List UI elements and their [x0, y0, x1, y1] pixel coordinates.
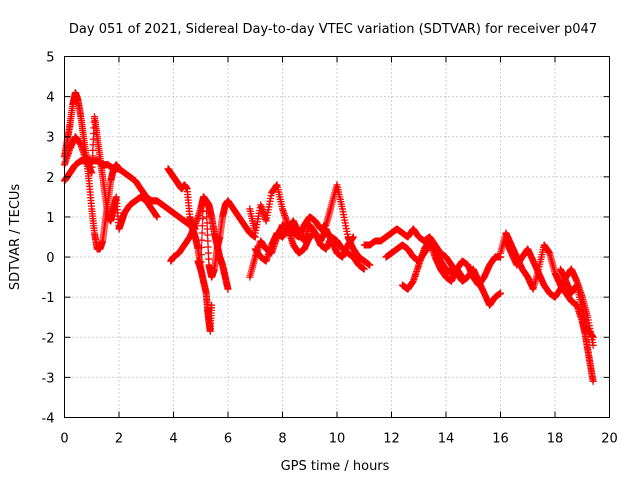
- y-tick-label: 3: [46, 131, 54, 146]
- chart-title: Day 051 of 2021, Sidereal Day-to-day VTE…: [69, 22, 597, 37]
- data-point: [204, 243, 212, 251]
- y-tick-label: 2: [46, 171, 54, 186]
- data-point: [198, 222, 206, 230]
- y-tick-label: 0: [46, 251, 54, 266]
- data-point: [589, 333, 597, 341]
- data-point: [589, 341, 597, 349]
- x-tick-label: 0: [60, 432, 68, 447]
- data-point: [198, 243, 206, 251]
- grid: [64, 56, 610, 418]
- data-point: [197, 251, 205, 259]
- x-tick-label: 10: [329, 432, 346, 447]
- data-point: [589, 377, 597, 385]
- y-tick-label: -2: [42, 331, 55, 346]
- data-point: [204, 237, 212, 245]
- data-point: [198, 236, 206, 244]
- x-axis-label: GPS time / hours: [281, 459, 390, 474]
- data-point: [115, 165, 123, 173]
- y-tick-label: -3: [42, 371, 55, 386]
- x-tick-label: 6: [224, 432, 232, 447]
- x-tick-label: 20: [601, 432, 618, 447]
- y-tick-label: 1: [46, 211, 54, 226]
- data-point: [360, 265, 368, 273]
- x-tick-label: 2: [115, 432, 123, 447]
- data-point: [153, 213, 161, 221]
- y-tick-label: 4: [46, 91, 54, 106]
- y-tick-labels: -4 -3 -2 -1 0 1 2 3 4 5: [42, 51, 55, 427]
- data-point: [203, 225, 211, 233]
- data-point: [458, 273, 466, 281]
- y-axis-label: SDTVAR / TECUs: [8, 184, 23, 291]
- data-point: [204, 231, 212, 239]
- data-point: [366, 261, 374, 269]
- data-point: [204, 249, 212, 257]
- x-tick-label: 14: [438, 432, 455, 447]
- x-tick-label: 12: [383, 432, 400, 447]
- data-point: [208, 301, 216, 309]
- y-tick-label: 5: [46, 51, 54, 66]
- data-point: [224, 285, 232, 293]
- x-tick-label: 8: [278, 432, 286, 447]
- y-tick-label: -1: [42, 291, 55, 306]
- data-point: [205, 255, 213, 263]
- x-tick-label: 18: [547, 432, 564, 447]
- data-point: [497, 289, 504, 297]
- data-points: [61, 89, 597, 385]
- axis-ticks: [64, 56, 610, 418]
- y-tick-label: -4: [42, 412, 55, 427]
- data-point: [349, 233, 357, 241]
- data-point: [198, 229, 206, 237]
- x-tick-label: 16: [492, 432, 509, 447]
- x-tick-label: 4: [169, 432, 177, 447]
- x-tick-labels: 0 2 4 6 8 10 12 14 16 18 20: [60, 432, 617, 447]
